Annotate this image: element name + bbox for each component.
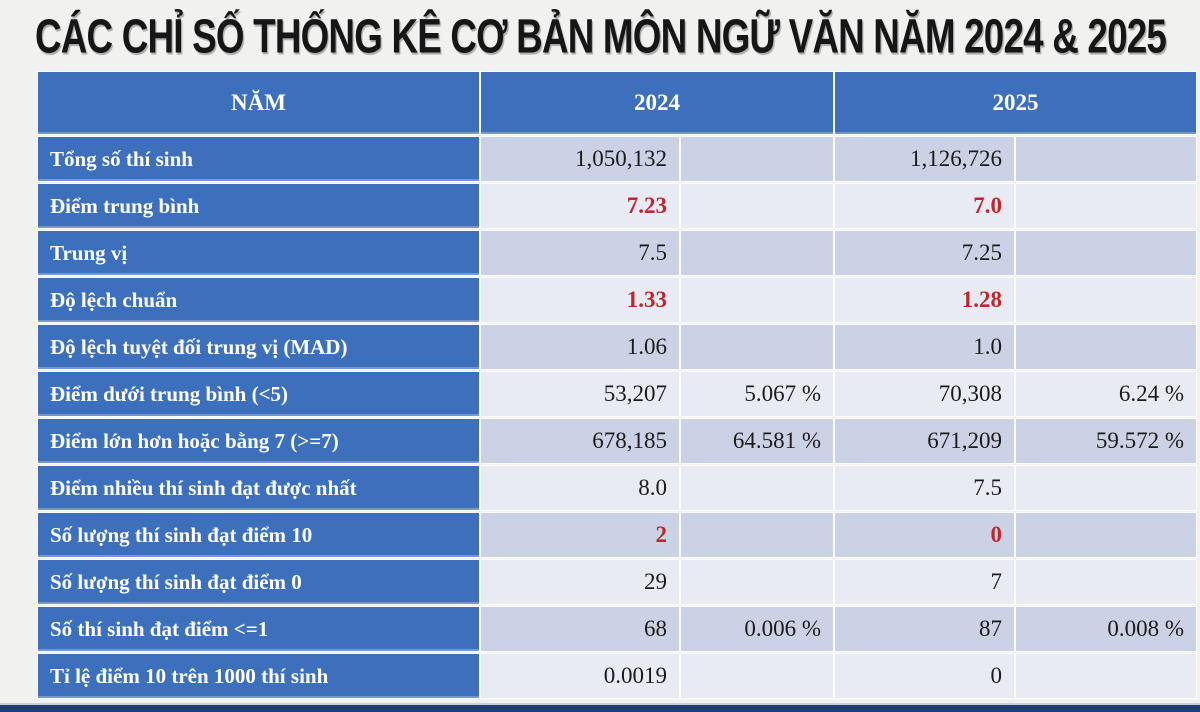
pct-2025 (1015, 653, 1197, 699)
row-label: Điểm dưới trung bình (<5) (37, 371, 480, 417)
value-2025: 70,308 (834, 371, 1015, 417)
pct-2024 (680, 653, 834, 699)
pct-2025 (1015, 559, 1197, 605)
row-label: Tổng số thí sinh (37, 136, 480, 182)
value-2024: 0.0019 (480, 653, 680, 699)
pct-2025: 6.24 % (1015, 371, 1197, 417)
row-label: Điểm nhiều thí sinh đạt được nhất (37, 465, 480, 511)
row-label: Số thí sinh đạt điểm <=1 (37, 606, 480, 652)
row-label: Số lượng thí sinh đạt điểm 0 (37, 559, 480, 605)
value-2024: 1.33 (480, 277, 680, 323)
pct-2025 (1015, 465, 1197, 511)
row-label: Độ lệch tuyệt đối trung vị (MAD) (37, 324, 480, 370)
value-2024: 1,050,132 (480, 136, 680, 182)
pct-2025: 59.572 % (1015, 418, 1197, 464)
pct-2024: 0.006 % (680, 606, 834, 652)
value-2024: 53,207 (480, 371, 680, 417)
pct-2025 (1015, 512, 1197, 558)
value-2025: 7.0 (834, 183, 1015, 229)
value-2024: 8.0 (480, 465, 680, 511)
row-label: Điểm lớn hơn hoặc bằng 7 (>=7) (37, 418, 480, 464)
value-2025: 1.0 (834, 324, 1015, 370)
page-title: CÁC CHỈ SỐ THỐNG KÊ CƠ BẢN MÔN NGỮ VĂN N… (35, 9, 1167, 64)
pct-2024 (680, 465, 834, 511)
pct-2024 (680, 512, 834, 558)
pct-2025: 0.008 % (1015, 606, 1197, 652)
value-2025: 7.5 (834, 465, 1015, 511)
value-2024: 1.06 (480, 324, 680, 370)
pct-2024: 5.067 % (680, 371, 834, 417)
value-2024: 7.23 (480, 183, 680, 229)
value-2024: 2 (480, 512, 680, 558)
value-2025: 1,126,726 (834, 136, 1015, 182)
pct-2024 (680, 324, 834, 370)
row-label: Độ lệch chuẩn (37, 277, 480, 323)
value-2025: 1.28 (834, 277, 1015, 323)
pct-2025 (1015, 277, 1197, 323)
pct-2024 (680, 136, 834, 182)
value-2025: 0 (834, 653, 1015, 699)
row-label: Tỉ lệ điểm 10 trên 1000 thí sinh (37, 653, 480, 699)
value-2024: 29 (480, 559, 680, 605)
value-2025: 7.25 (834, 230, 1015, 276)
row-label: Trung vị (37, 230, 480, 276)
pct-2024: 64.581 % (680, 418, 834, 464)
pct-2025 (1015, 183, 1197, 229)
row-label: Điểm trung bình (37, 183, 480, 229)
pct-2025 (1015, 136, 1197, 182)
value-2025: 7 (834, 559, 1015, 605)
row-label: Số lượng thí sinh đạt điểm 10 (37, 512, 480, 558)
statistics-table: NĂM 2024 2025 Tổng số thí sinh 1,050,132 1… (37, 71, 1197, 699)
column-header-2024: 2024 (480, 71, 834, 135)
pct-2025 (1015, 324, 1197, 370)
value-2024: 68 (480, 606, 680, 652)
column-header-nam: NĂM (37, 71, 480, 135)
value-2024: 678,185 (480, 418, 680, 464)
pct-2025 (1015, 230, 1197, 276)
pct-2024 (680, 230, 834, 276)
pct-2024 (680, 277, 834, 323)
pct-2024 (680, 559, 834, 605)
value-2025: 671,209 (834, 418, 1015, 464)
pct-2024 (680, 183, 834, 229)
column-header-2025: 2025 (834, 71, 1197, 135)
bottom-edge-bar (0, 703, 1200, 712)
value-2025: 0 (834, 512, 1015, 558)
value-2025: 87 (834, 606, 1015, 652)
value-2024: 7.5 (480, 230, 680, 276)
